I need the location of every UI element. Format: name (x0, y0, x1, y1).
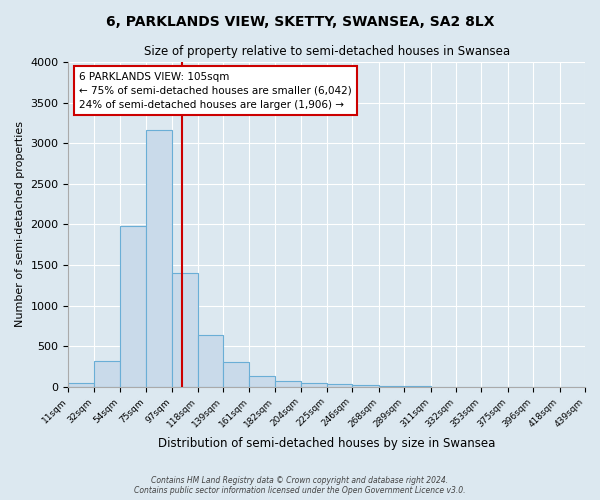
Bar (275, 381, 301, 387)
Bar (94, 361, 121, 387)
Text: Contains HM Land Registry data © Crown copyright and database right 2024.
Contai: Contains HM Land Registry data © Crown c… (134, 476, 466, 495)
Bar (121, 226, 146, 387)
Title: Size of property relative to semi-detached houses in Swansea: Size of property relative to semi-detach… (143, 45, 510, 58)
Bar (172, 273, 197, 387)
Bar (68, 383, 94, 387)
Bar (327, 384, 352, 387)
Bar (146, 130, 172, 387)
Y-axis label: Number of semi-detached properties: Number of semi-detached properties (15, 122, 25, 328)
Bar (379, 386, 404, 387)
Text: 6, PARKLANDS VIEW, SKETTY, SWANSEA, SA2 8LX: 6, PARKLANDS VIEW, SKETTY, SWANSEA, SA2 … (106, 15, 494, 29)
Text: 6 PARKLANDS VIEW: 105sqm
← 75% of semi-detached houses are smaller (6,042)
24% o: 6 PARKLANDS VIEW: 105sqm ← 75% of semi-d… (79, 72, 352, 110)
Bar (301, 383, 327, 387)
Bar (223, 362, 250, 387)
Bar (197, 335, 223, 387)
X-axis label: Distribution of semi-detached houses by size in Swansea: Distribution of semi-detached houses by … (158, 437, 496, 450)
Bar (352, 385, 379, 387)
Bar (250, 376, 275, 387)
